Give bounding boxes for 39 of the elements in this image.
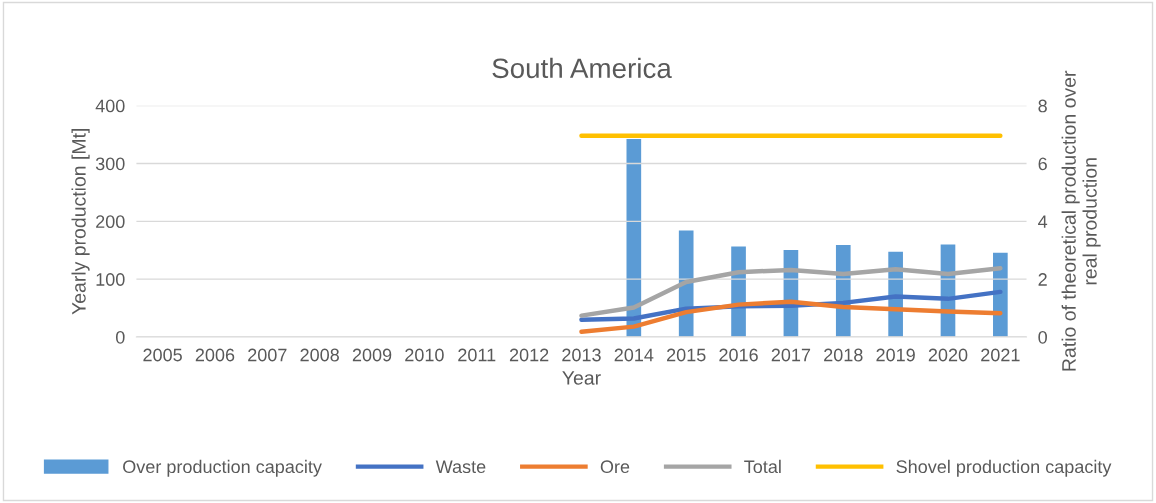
legend-label: Ore — [600, 460, 630, 474]
y-tick-label: 300 — [95, 157, 125, 171]
x-tick-label: 2020 — [928, 348, 968, 362]
x-tick-label: 2017 — [771, 348, 811, 362]
y-axis-title: Yearly production [Mt] — [71, 129, 90, 315]
legend-label: Total — [744, 459, 781, 474]
legend-label: Over production capacity — [123, 459, 322, 477]
line-series — [579, 299, 1003, 335]
x-tick-label: 2011 — [458, 348, 496, 362]
x-tick-label: 2014 — [614, 348, 654, 362]
x-tick-label: 2021 — [981, 348, 1020, 362]
y-tick-label: 200 — [96, 215, 125, 229]
x-tick-label: 2007 — [248, 348, 287, 362]
x-tick-label: 2015 — [667, 348, 706, 362]
y2-tick-label: 4 — [1038, 215, 1048, 228]
y2-tick-label: 2 — [1038, 273, 1047, 286]
x-tick-label: 2018 — [824, 348, 863, 362]
y-tick-label: 100 — [96, 273, 125, 286]
x-tick-label: 2016 — [719, 348, 758, 362]
x-tick-label: 2009 — [352, 348, 392, 362]
y2-tick-label: 0 — [1038, 330, 1047, 344]
x-tick-label: 2012 — [509, 348, 549, 362]
bar — [626, 138, 642, 338]
x-tick-label: 2013 — [562, 348, 601, 362]
x-axis-title: Year — [562, 371, 601, 385]
chart-title: South America — [492, 57, 672, 79]
x-tick-label: 2019 — [876, 348, 915, 362]
y-tick-label: 0 — [115, 330, 125, 344]
y-tick-label: 400 — [95, 99, 125, 113]
y2-tick-label: 6 — [1038, 157, 1047, 171]
x-tick-label: 2008 — [300, 348, 339, 362]
y2-tick-label: 8 — [1038, 99, 1047, 113]
x-tick-label: 2010 — [405, 348, 444, 362]
y2-axis-title: Ratio of theoretical production over real production — [1061, 70, 1101, 371]
legend-label: Waste — [435, 460, 486, 474]
line-series — [579, 265, 1003, 318]
x-tick-label: 2005 — [143, 348, 182, 362]
legend-label: Shovel production capacity — [896, 459, 1112, 477]
x-tick-label: 2006 — [195, 348, 235, 362]
